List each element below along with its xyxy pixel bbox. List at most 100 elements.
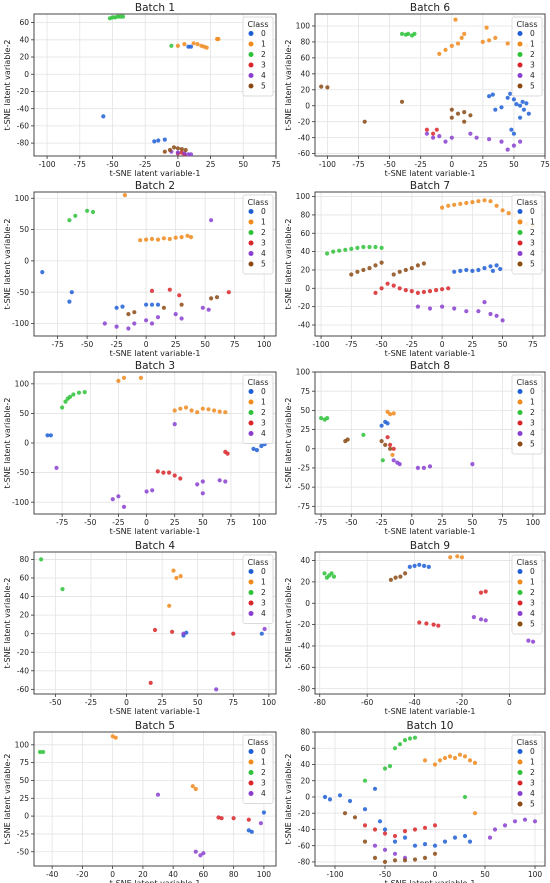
data-point bbox=[172, 422, 177, 427]
data-point bbox=[191, 41, 196, 46]
data-point bbox=[193, 849, 198, 854]
legend-marker bbox=[248, 240, 254, 246]
x-tick-label: -50 bbox=[106, 160, 118, 169]
data-point bbox=[437, 134, 442, 139]
data-point bbox=[462, 31, 467, 36]
y-tick-label: 80 bbox=[300, 38, 310, 47]
y-tick-label: -50 bbox=[17, 288, 29, 297]
x-tick-label: 25 bbox=[478, 160, 488, 169]
chart-title: Batch 1 bbox=[135, 2, 175, 14]
legend-marker bbox=[517, 73, 523, 78]
legend-marker bbox=[248, 770, 254, 775]
data-point bbox=[382, 827, 388, 832]
legend-label: 0 bbox=[530, 567, 535, 576]
data-point bbox=[487, 835, 493, 840]
y-tick-label: 75 bbox=[19, 758, 29, 767]
data-point bbox=[167, 236, 172, 242]
data-point bbox=[182, 42, 187, 47]
legend-marker bbox=[248, 399, 254, 405]
data-point bbox=[415, 263, 420, 268]
legend-marker bbox=[517, 749, 523, 754]
chart-panel: Batch 10-100 -50 0 50 100-80-60-40-200204060… bbox=[284, 720, 546, 883]
data-point bbox=[342, 811, 348, 816]
x-tick-label: 75 bbox=[229, 698, 239, 707]
data-point bbox=[200, 406, 205, 411]
data-point bbox=[502, 823, 508, 828]
y-tick-label: -40 bbox=[298, 642, 310, 651]
data-point bbox=[422, 842, 428, 847]
data-point bbox=[512, 819, 518, 824]
data-point bbox=[447, 754, 453, 759]
data-point bbox=[449, 135, 454, 140]
data-point bbox=[322, 571, 327, 576]
data-point bbox=[432, 823, 438, 828]
data-point bbox=[478, 617, 484, 622]
data-point bbox=[219, 816, 224, 821]
x-tick-label: -20 bbox=[76, 870, 88, 879]
y-tick-label: 0 bbox=[305, 101, 310, 110]
data-point bbox=[226, 290, 231, 295]
legend-label: 1 bbox=[530, 578, 535, 587]
legend-marker bbox=[248, 31, 254, 36]
data-point bbox=[347, 798, 353, 804]
x-tick-label: 50 bbox=[239, 160, 249, 169]
y-tick-label: 100 bbox=[15, 379, 30, 388]
data-point bbox=[391, 446, 396, 451]
y-tick-label: -100 bbox=[12, 319, 29, 328]
y-tick-label: -60 bbox=[17, 685, 29, 694]
data-point bbox=[173, 235, 178, 240]
y-tick-label: 50 bbox=[19, 225, 29, 234]
data-point bbox=[403, 571, 408, 576]
data-point bbox=[417, 562, 422, 567]
y-tick-label: 100 bbox=[15, 194, 30, 203]
axes-frame bbox=[314, 551, 546, 695]
x-tick-label: -25 bbox=[415, 160, 427, 169]
data-point bbox=[426, 564, 431, 570]
data-point bbox=[449, 107, 454, 112]
data-point bbox=[172, 408, 177, 413]
data-point bbox=[392, 858, 398, 863]
data-point bbox=[337, 248, 342, 253]
legend-marker bbox=[248, 759, 254, 765]
data-point bbox=[483, 589, 488, 594]
x-axis-label: t-SNE latent variable-1 bbox=[385, 169, 476, 178]
y-tick-label: 40 bbox=[300, 69, 310, 78]
chart-title: Batch 9 bbox=[410, 540, 450, 552]
data-point bbox=[155, 792, 161, 797]
data-point bbox=[518, 103, 523, 108]
legend-label: 4 bbox=[261, 789, 266, 798]
data-point bbox=[41, 749, 46, 755]
data-point bbox=[436, 623, 441, 628]
y-tick-label: 0 bbox=[24, 812, 29, 821]
data-point bbox=[397, 269, 402, 274]
axes-frame bbox=[33, 551, 277, 695]
x-tick-label: 50 bbox=[468, 518, 478, 527]
data-point bbox=[246, 817, 251, 822]
data-point bbox=[415, 290, 420, 295]
data-point bbox=[480, 39, 485, 45]
legend-marker bbox=[517, 41, 523, 47]
data-point bbox=[399, 99, 405, 104]
x-tick-label: 0 bbox=[440, 340, 445, 349]
x-tick-label: -75 bbox=[56, 518, 68, 527]
x-tick-label: -25 bbox=[375, 518, 387, 527]
legend-title: Class bbox=[247, 738, 268, 747]
data-point bbox=[442, 755, 448, 761]
y-tick-label: 0 bbox=[24, 439, 29, 448]
legend-title: Class bbox=[247, 20, 268, 29]
chart-panel: Batch 6-100 -75 -50 -25 0 25 50 75-60-40-200204… bbox=[284, 2, 550, 178]
data-point bbox=[214, 687, 219, 692]
data-point bbox=[367, 266, 372, 271]
legend-marker bbox=[517, 759, 523, 765]
x-tick-label: 0 bbox=[433, 870, 438, 879]
data-point bbox=[459, 555, 465, 560]
legend-label: 4 bbox=[261, 71, 266, 80]
data-point bbox=[45, 433, 50, 438]
legend-label: 5 bbox=[530, 82, 535, 91]
data-point bbox=[467, 758, 473, 763]
data-point bbox=[362, 839, 368, 844]
